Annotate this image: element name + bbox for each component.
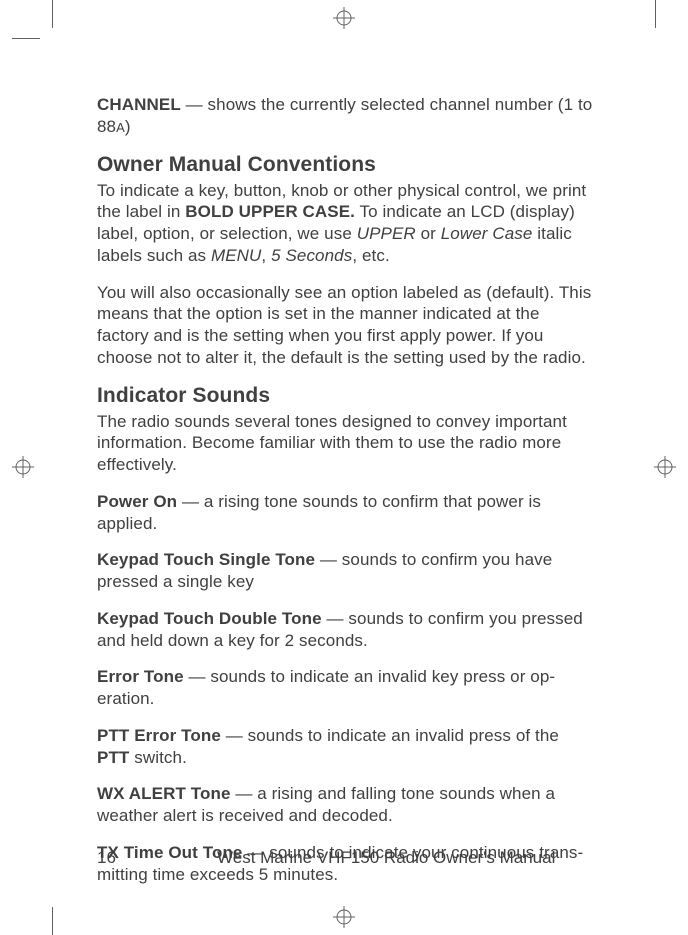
indicator-intro: The radio sounds several tones designed … [97,411,593,476]
page-number: 16 [97,848,217,868]
indicator-label: PTT Error Tone [97,726,221,745]
conventions-p2: You will also occasionally see an option… [97,282,593,369]
conv-p1h: MENU [211,246,261,265]
indicator-heading: Indicator Sounds [97,384,593,408]
crop-mark [52,907,53,935]
conv-p1d: UPPER [357,224,416,243]
page-content: CHANNEL — shows the currently selected c… [97,94,593,885]
conv-p1b: BOLD UPPER CASE. [185,202,355,221]
conventions-p1: To indicate a key, button, knob or other… [97,180,593,267]
crop-mark [12,38,40,39]
indicator-item: PTT Error Tone — sounds to indicate an i… [97,725,593,769]
indicator-text: — sounds to indicate an invalid press of… [221,726,559,745]
indicator-item: Keypad Touch Single Tone — sounds to con… [97,549,593,593]
indicator-label: Keypad Touch Single Tone [97,550,315,569]
conv-p1i: , [261,246,271,265]
conv-p1e: or [416,224,441,243]
indicator-label: Keypad Touch Double Tone [97,609,322,628]
indicator-item: Error Tone — sounds to indicate an inval… [97,666,593,710]
indicator-item: Power On — a rising tone sounds to confi… [97,491,593,535]
channel-para: CHANNEL — shows the currently selected c… [97,94,593,138]
registration-mark-icon [333,7,355,29]
registration-mark-icon [12,456,34,478]
indicator-label: WX ALERT Tone [97,784,231,803]
footer-text: West Marine VHF150 Radio Owner's Manual [217,848,593,868]
channel-label: CHANNEL [97,95,181,114]
channel-sub: A [116,120,125,135]
page-footer: 16 West Marine VHF150 Radio Owner's Manu… [97,848,593,868]
channel-text2: ) [125,117,131,136]
registration-mark-icon [333,906,355,928]
conv-p1j: 5 Seconds [271,246,352,265]
conv-p1k: , etc. [352,246,389,265]
indicator-label: Error Tone [97,667,184,686]
conventions-heading: Owner Manual Conventions [97,153,593,177]
indicator-item: Keypad Touch Double Tone — sounds to con… [97,608,593,652]
conv-p1f: Lower Case [441,224,533,243]
indicator-label: Power On [97,492,177,511]
indicator-bold2: PTT [97,748,129,767]
crop-mark [655,0,656,28]
crop-mark [52,0,53,28]
registration-mark-icon [654,456,676,478]
indicator-text2: switch. [129,748,186,767]
indicator-item: WX ALERT Tone — a rising and falling ton… [97,783,593,827]
